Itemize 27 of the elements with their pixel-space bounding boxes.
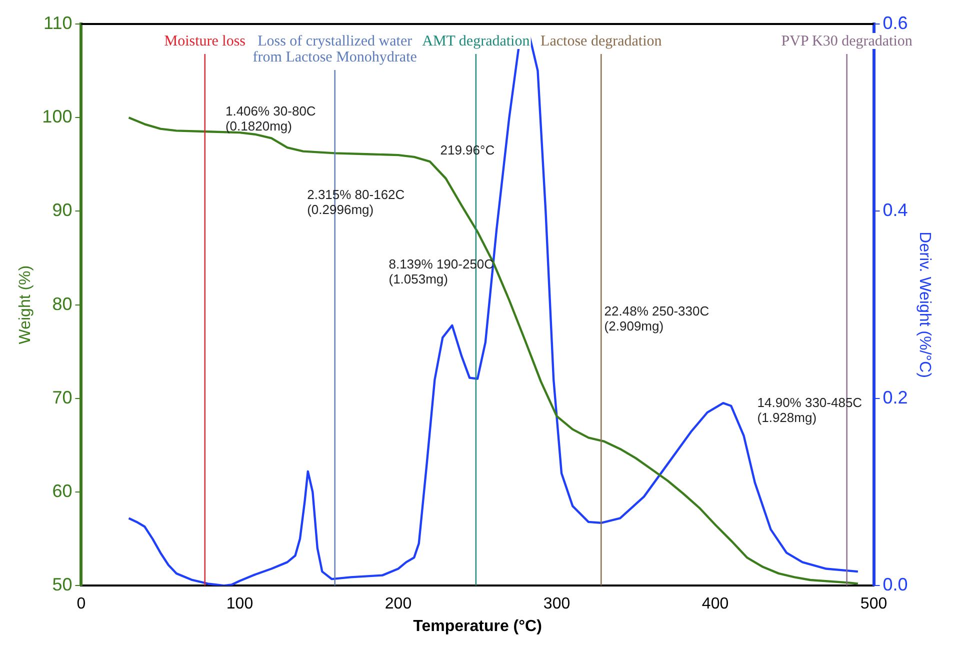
- x-tick-label: 500: [860, 596, 888, 613]
- annotation: 1.406% 30-80C (0.1820mg): [225, 104, 316, 134]
- y-tick-label: 70: [52, 387, 72, 408]
- y-tick-label: 60: [52, 480, 72, 501]
- ref-line-label: Lactose degradation: [540, 33, 662, 50]
- x-tick-label: 100: [226, 596, 254, 613]
- x-axis-title: Temperature (°C): [413, 618, 542, 635]
- y-tick-label: 100: [42, 106, 72, 127]
- y-axis-title: Weight (%): [17, 265, 34, 344]
- ref-line-label: PVP K30 degradation: [781, 33, 913, 50]
- y-tick-label: 50: [52, 574, 72, 595]
- y2-axis-title: Deriv. Weight (%/°C): [916, 232, 933, 378]
- x-tick-label: 300: [543, 596, 570, 613]
- ref-line-label: Loss of crystallized water from Lactose Monohydrate: [252, 33, 418, 66]
- annotation: 22.48% 250-330C (2.909mg): [604, 303, 710, 334]
- ref-line-label: Moisture loss: [164, 33, 246, 50]
- y-tick-label: 110: [44, 12, 72, 33]
- y2-tick-label: 0.2: [882, 387, 908, 408]
- y2-tick-label: 0.0: [882, 574, 908, 595]
- y-tick-label: 90: [52, 200, 72, 220]
- x-tick-label: 200: [384, 596, 412, 613]
- x-tick-label: 400: [702, 596, 729, 613]
- ref-line-label: AMT degradation: [422, 33, 530, 50]
- y2-tick-label: 0.6: [882, 12, 908, 33]
- y-tick-label: 80: [52, 294, 72, 314]
- y2-tick-label: 0.4: [882, 200, 908, 220]
- x-tick-label: 0: [76, 596, 86, 613]
